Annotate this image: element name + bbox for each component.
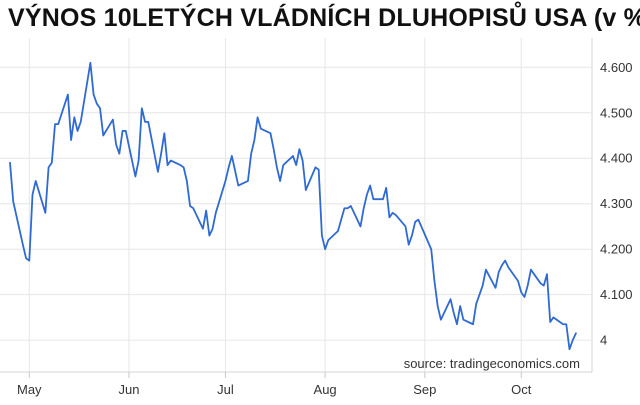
y-tick-label: 4.300 (600, 196, 633, 211)
y-tick-label: 4.200 (600, 242, 633, 257)
chart-title: VÝNOS 10LETÝCH VLÁDNÍCH DLUHOPISŮ USA (v… (8, 4, 640, 32)
gridlines (0, 38, 593, 373)
x-tick-label: Jul (217, 382, 234, 397)
y-axis: 4.600 4.500 4.400 4.300 4.200 4.100 4 (600, 60, 633, 348)
x-axis: May Jun Jul Aug Sep Oct (17, 372, 532, 397)
series-line (9, 61, 577, 351)
source-label: source: tradingeconomics.com (404, 356, 580, 371)
y-tick-label: 4.400 (600, 151, 633, 166)
y-tick-label: 4.600 (600, 60, 633, 75)
y-tick-label: 4.100 (600, 287, 633, 302)
y-tick-label: 4.500 (600, 105, 633, 120)
x-tick-label: May (17, 382, 42, 397)
series-group (9, 61, 577, 351)
x-tick-label: Oct (511, 382, 532, 397)
x-tick-label: Sep (413, 382, 436, 397)
x-tick-label: Jun (118, 382, 139, 397)
x-tick-label: Aug (314, 382, 337, 397)
y-tick-label: 4 (600, 333, 607, 348)
